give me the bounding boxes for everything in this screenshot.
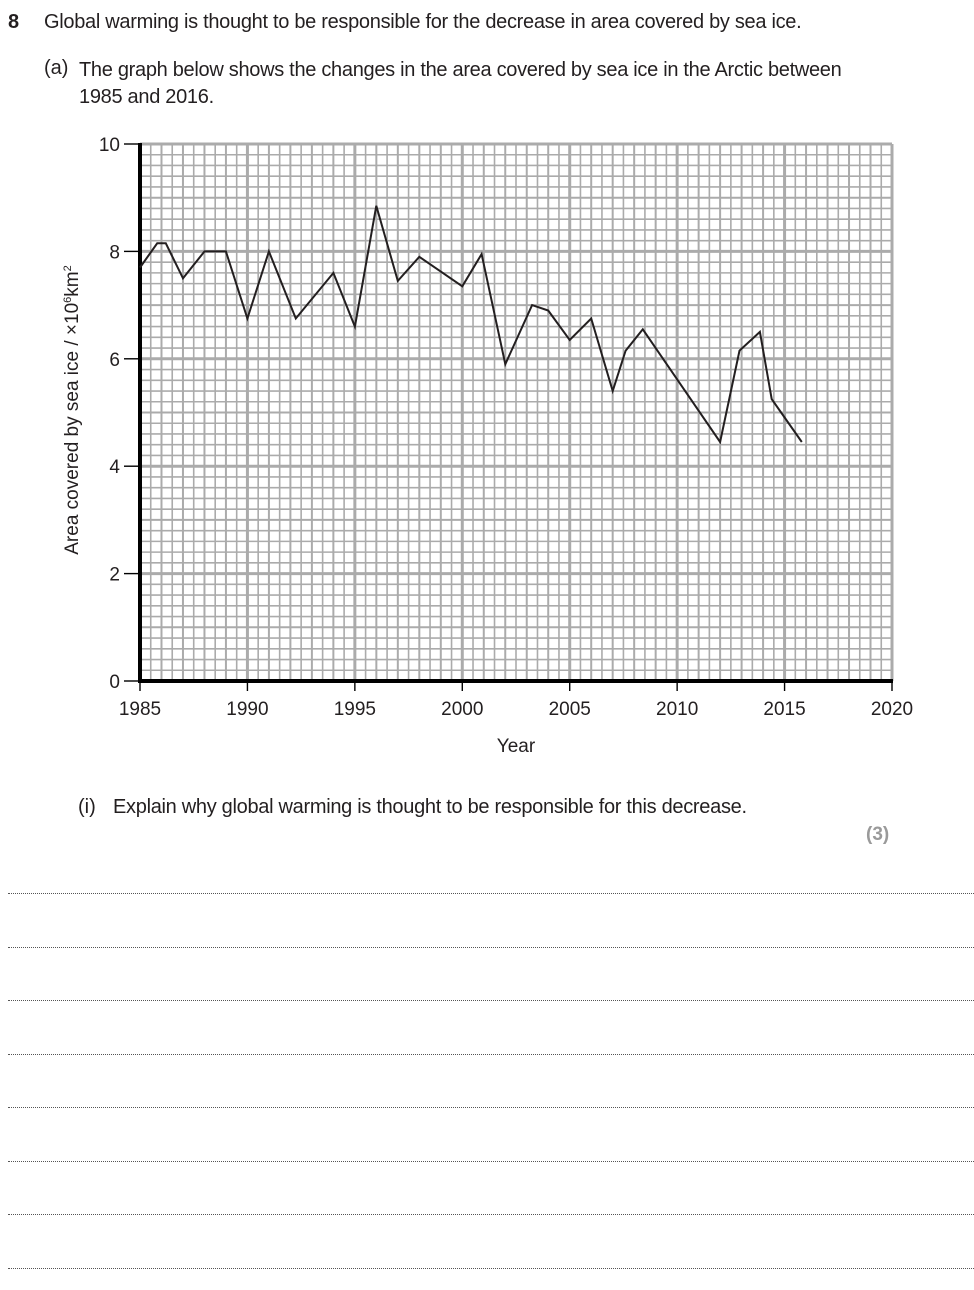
x-tick-label: 1985 (119, 699, 161, 720)
answer-line[interactable] (8, 946, 974, 948)
y-axis-label-prefix: Area covered by sea ice / ×10 (62, 302, 83, 555)
series (139, 205, 803, 445)
x-tick-label: 2020 (871, 699, 913, 720)
y-tick-label: 8 (109, 242, 120, 263)
x-tick-label: 2015 (763, 699, 805, 720)
y-axis-label-unit: km (62, 271, 83, 297)
x-tick-label: 2000 (441, 699, 483, 720)
part-a-label: (a) (44, 57, 69, 79)
sea-ice-line-chart: 1985 1990 1995 2000 2005 2010 2015 20200246810 … (99, 135, 913, 757)
question-text: Global warming is thought to be responsi… (44, 11, 802, 33)
y-axis-label-exp: 6 (62, 296, 74, 303)
part-i-text: Explain why global warming is thought to… (113, 796, 747, 818)
x-tick-label: 2010 (656, 699, 698, 720)
part-a-text: The graph below shows the changes in the… (79, 59, 842, 108)
y-tick-label: 0 (109, 672, 120, 693)
x-tick-label: 2005 (549, 699, 591, 720)
answer-line[interactable] (8, 1214, 974, 1215)
answer-line[interactable] (8, 893, 974, 894)
series-line (139, 205, 803, 445)
y-axis-label: Area covered by sea ice / ×106km2 (62, 265, 84, 554)
marks-badge: (3) (866, 824, 890, 845)
tick-labels: 1985 1990 1995 2000 2005 2010 2015 2020 0 2 4 6 8 10 (99, 135, 913, 720)
answer-line[interactable] (8, 1053, 974, 1055)
part-i-label: (i) (78, 796, 96, 818)
grid-minor (140, 144, 892, 681)
y-tick-label: 4 (109, 457, 120, 478)
answer-line[interactable] (8, 1000, 974, 1001)
question-number: 8 (8, 11, 20, 33)
x-axis-label: Year (497, 736, 536, 757)
y-tick-label: 2 (109, 565, 120, 586)
x-tick-label: 1990 (226, 699, 268, 720)
answer-line[interactable] (8, 1267, 974, 1269)
y-tick-label: 10 (99, 135, 120, 156)
ticks (124, 143, 893, 691)
x-tick-label: 1995 (334, 699, 376, 720)
answer-line[interactable] (8, 1160, 974, 1162)
answer-line[interactable] (8, 1107, 974, 1108)
y-tick-label: 6 (109, 350, 120, 371)
y-axis-label-unit-exp: 2 (62, 265, 74, 272)
axes (138, 143, 893, 683)
